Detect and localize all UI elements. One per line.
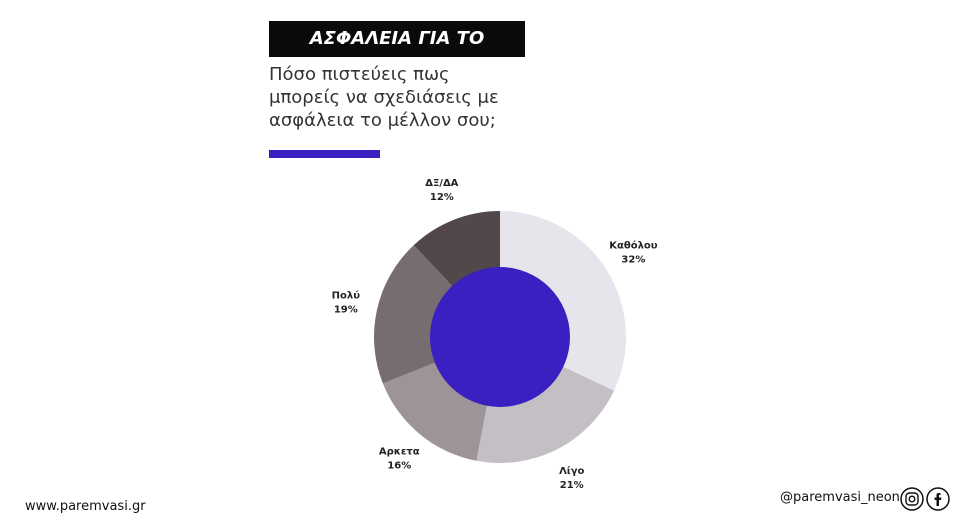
slice-value-label: 12% [430, 192, 454, 203]
social-handle: @paremvasi_neon [780, 490, 900, 505]
chart-subtitle: Πόσο πιστεύεις πως μπορείς να σχεδιάσεις… [269, 64, 499, 131]
slice-label: ΔΞ/ΔΑ [425, 178, 458, 189]
website: www.paremvasi.gr [25, 499, 146, 514]
slice-value-label: 32% [621, 254, 645, 265]
accent-bar [269, 150, 380, 158]
slice-value-label: 21% [560, 480, 584, 491]
facebook-icon[interactable] [926, 487, 950, 511]
slice-value-label: 16% [387, 461, 411, 472]
donut-center [430, 267, 570, 407]
slice-value-label: 19% [334, 305, 358, 316]
slice-label: Καθόλου [609, 239, 658, 251]
chart-title: ΑΣΦΑΛΕΙΑ ΓΙΑ ΤΟ ΜΕΛΛΟΝ [269, 21, 525, 85]
slice-label: Αρκετα [379, 447, 420, 458]
slice-label: Λίγο [559, 465, 584, 477]
slice-label: Πολύ [332, 290, 361, 302]
instagram-icon[interactable] [900, 487, 924, 511]
